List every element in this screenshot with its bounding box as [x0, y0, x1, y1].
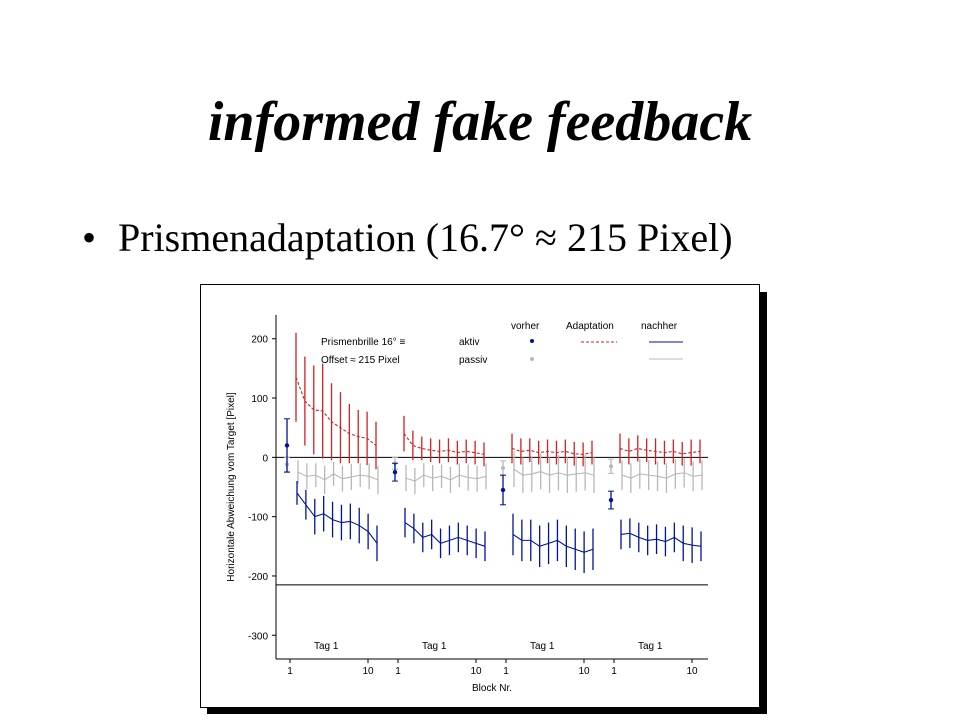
nachher-aktiv-line	[296, 492, 378, 544]
vorher-aktiv-point	[500, 487, 506, 493]
x-tick-label: 1	[611, 666, 617, 677]
legend-vorher-aktiv-marker	[530, 339, 534, 343]
legend-col-nachher: nachher	[641, 321, 678, 332]
vorher-passiv-point	[609, 464, 613, 469]
chart-svg: 200 100 0 -100 -200 -300 Horizontale Abweichun…	[226, 315, 708, 694]
adaptation-line	[295, 377, 377, 446]
legend-col-adaptation: Adaptation	[566, 321, 614, 332]
day-label: Tag 1	[530, 641, 555, 652]
nachher-aktiv-line	[512, 533, 594, 553]
adaptation-line	[619, 447, 701, 455]
y-tick-label: -100	[248, 513, 268, 524]
nachher-passiv-line	[405, 474, 487, 482]
nachher-passiv-line	[297, 471, 379, 481]
x-tick-label: 1	[395, 666, 401, 677]
bullet-item: • Prismenadaptation (16.7° ≈ 215 Pixel)	[82, 214, 733, 261]
chart-figure: 200 100 0 -100 -200 -300 Horizontale Abweichun…	[200, 284, 760, 708]
adaptation-line	[403, 433, 485, 455]
y-tick-label: 100	[251, 394, 268, 405]
x-tick-label: 10	[362, 666, 374, 677]
vorher-passiv-point	[501, 466, 505, 471]
nachher-passiv-line	[513, 468, 595, 476]
vorher-aktiv-point	[392, 469, 398, 475]
nachher-aktiv-line	[620, 532, 702, 547]
day-label: Tag 1	[314, 641, 339, 652]
legend-vorher-passiv-marker	[530, 357, 534, 361]
nachher-passiv-line	[621, 472, 703, 479]
y-tick-label: 200	[251, 335, 268, 346]
x-tick-label: 10	[578, 666, 590, 677]
legend-prism-text: Prismenbrille 16° ≡	[321, 337, 405, 348]
legend-row-aktiv: aktiv	[459, 337, 480, 348]
y-tick-label: -300	[248, 631, 268, 642]
day-label: Tag 1	[638, 641, 663, 652]
bullet-marker: •	[82, 215, 97, 260]
legend-offset-text: Offset ≈ 215 Pixel	[321, 355, 400, 366]
nachher-aktiv-line	[404, 522, 486, 547]
day-label: Tag 1	[422, 641, 447, 652]
x-axis-label: Block Nr.	[472, 683, 512, 694]
adaptation-line	[511, 447, 593, 455]
y-axis-label: Horizontale Abweichung vom Target [Pixel…	[226, 392, 237, 582]
bullet-text: Prismenadaptation (16.7° ≈ 215 Pixel)	[118, 215, 733, 260]
vorher-aktiv-point	[608, 497, 614, 503]
y-tick-label: 0	[262, 453, 268, 464]
x-tick-label: 10	[686, 666, 698, 677]
x-tick-label: 1	[287, 666, 293, 677]
legend-row-passiv: passiv	[459, 355, 487, 366]
legend-col-vorher: vorher	[511, 321, 540, 332]
vorher-aktiv-point	[284, 443, 290, 448]
slide-title: informed fake feedback	[207, 91, 753, 153]
x-tick-label: 10	[470, 666, 482, 677]
y-tick-label: -200	[248, 572, 268, 583]
x-tick-label: 1	[503, 666, 509, 677]
